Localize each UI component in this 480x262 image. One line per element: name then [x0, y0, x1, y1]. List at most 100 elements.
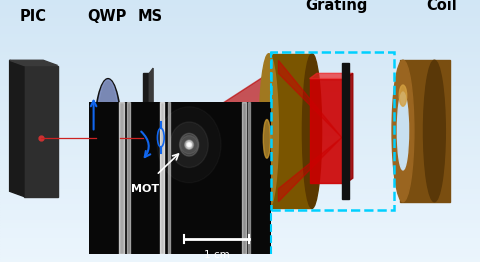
Bar: [0, 34, 480, 37]
Bar: [0, 13, 480, 16]
Bar: [0, 254, 480, 257]
Bar: [0, 157, 480, 160]
Polygon shape: [149, 68, 153, 189]
Bar: [0, 210, 480, 212]
Bar: [0, 183, 480, 186]
Bar: [0, 118, 480, 121]
Polygon shape: [269, 54, 312, 208]
Ellipse shape: [96, 80, 120, 195]
Bar: [0, 68, 480, 71]
Bar: [0, 160, 480, 162]
Text: PIC: PIC: [19, 9, 46, 24]
Bar: [0, 29, 480, 31]
Ellipse shape: [100, 107, 112, 142]
Text: Grating: Grating: [305, 0, 367, 13]
Bar: [0, 126, 480, 128]
Text: QWP: QWP: [87, 9, 126, 24]
Bar: [0, 66, 480, 68]
Bar: [0, 196, 480, 199]
Bar: [0, 89, 480, 92]
Bar: [0, 212, 480, 215]
Bar: [0, 5, 480, 8]
Ellipse shape: [94, 79, 122, 196]
Bar: [0, 115, 480, 118]
Bar: [0, 152, 480, 155]
Bar: [0, 131, 480, 134]
Bar: [0, 149, 480, 152]
Bar: [0, 181, 480, 183]
Bar: [0, 71, 480, 73]
Bar: [0, 10, 480, 13]
Bar: [0, 204, 480, 207]
Bar: [0, 217, 480, 220]
Bar: [0, 244, 480, 246]
Polygon shape: [166, 73, 269, 189]
Bar: [0, 189, 480, 191]
Bar: [0, 60, 480, 63]
Bar: [0, 113, 480, 115]
Bar: [0, 76, 480, 79]
Ellipse shape: [259, 54, 278, 208]
Bar: [0, 110, 480, 113]
Polygon shape: [400, 60, 450, 202]
Bar: [0, 45, 480, 47]
Polygon shape: [10, 60, 24, 196]
Bar: [0, 100, 480, 102]
Bar: [0, 105, 480, 107]
Bar: [0, 55, 480, 58]
Bar: [0, 215, 480, 217]
Bar: [0, 8, 480, 10]
Bar: [0, 162, 480, 165]
Bar: [0, 186, 480, 189]
Bar: [0, 147, 480, 149]
Bar: [0, 155, 480, 157]
Polygon shape: [310, 73, 353, 79]
Bar: [0, 63, 480, 66]
Bar: [0, 39, 480, 42]
Bar: [0, 16, 480, 18]
Bar: [0, 128, 480, 131]
Bar: [0, 228, 480, 231]
Bar: [0, 79, 480, 81]
Bar: [0, 58, 480, 60]
Bar: [0, 231, 480, 233]
Bar: [0, 92, 480, 94]
Bar: [0, 144, 480, 147]
Bar: [0, 225, 480, 228]
Bar: [0, 47, 480, 50]
Bar: [0, 202, 480, 204]
Bar: [0, 136, 480, 139]
Bar: [0, 26, 480, 29]
Bar: [0, 241, 480, 244]
Bar: [0, 257, 480, 259]
Text: MS: MS: [137, 9, 162, 24]
Bar: [0, 24, 480, 26]
Bar: [0, 191, 480, 194]
Bar: [0, 236, 480, 238]
Bar: [0, 94, 480, 97]
Bar: [271, 52, 394, 210]
Ellipse shape: [302, 54, 322, 208]
Polygon shape: [10, 60, 58, 66]
Polygon shape: [166, 111, 269, 164]
Bar: [0, 37, 480, 39]
Bar: [0, 31, 480, 34]
Bar: [0, 18, 480, 21]
Polygon shape: [342, 63, 349, 199]
Bar: [0, 176, 480, 178]
Bar: [0, 252, 480, 254]
Bar: [0, 50, 480, 52]
Bar: [0, 207, 480, 210]
Bar: [0, 42, 480, 45]
Bar: [0, 173, 480, 176]
Bar: [0, 246, 480, 249]
Bar: [0, 123, 480, 126]
Polygon shape: [278, 138, 342, 202]
Bar: [0, 220, 480, 223]
Bar: [0, 21, 480, 24]
Bar: [0, 141, 480, 144]
Polygon shape: [310, 79, 346, 183]
Bar: [0, 139, 480, 141]
Ellipse shape: [392, 60, 414, 202]
Polygon shape: [143, 73, 149, 189]
